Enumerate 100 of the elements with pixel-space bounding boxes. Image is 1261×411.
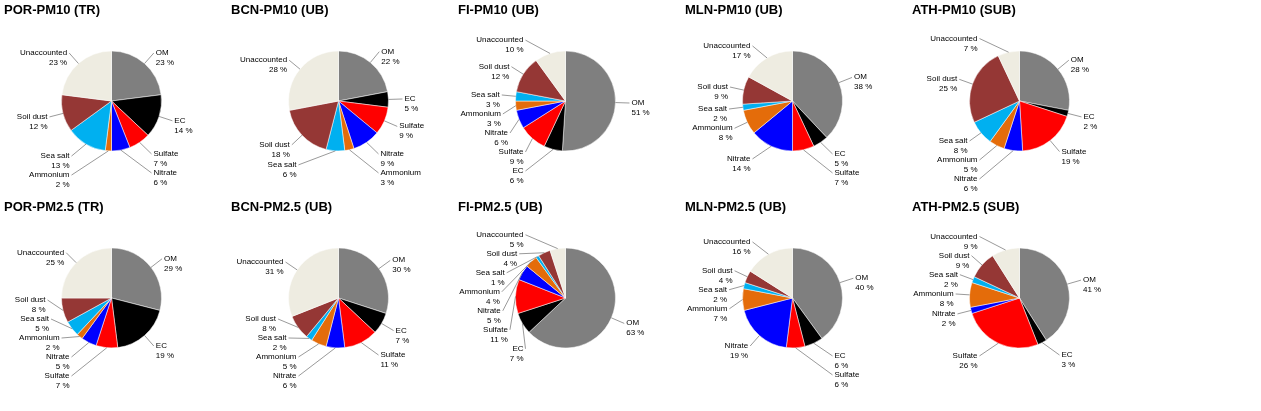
slice-label: Ammonium xyxy=(913,288,954,298)
data-label: 3 % xyxy=(485,99,500,109)
slice-label: Unaccounted xyxy=(476,35,524,45)
data-label: 9 % xyxy=(509,156,524,166)
data-label: 6 % xyxy=(282,169,297,179)
slice-label: Ammonium xyxy=(459,286,501,296)
slice-label: Sea salt xyxy=(40,151,71,161)
data-label: 4 % xyxy=(503,258,518,268)
data-label: 6 % xyxy=(153,177,168,187)
data-label: 51 % xyxy=(631,108,650,118)
data-label: 8 % xyxy=(939,298,954,308)
slice-label: OM xyxy=(1082,275,1097,285)
slice-label: EC xyxy=(834,350,846,360)
slice-label: OM xyxy=(381,46,395,56)
data-label: 2 % xyxy=(272,343,287,352)
chart-title: ATH-PM10 (SUB) xyxy=(912,2,1016,17)
slice-label: Sea salt xyxy=(698,104,728,114)
data-label: 19 % xyxy=(729,351,749,361)
slice-label: Sulfate xyxy=(498,146,525,156)
data-label: 8 % xyxy=(31,305,46,314)
data-label: 7 % xyxy=(834,177,849,187)
data-label: 31 % xyxy=(265,267,284,277)
slice-label: EC xyxy=(395,325,407,335)
data-label: 7 % xyxy=(963,43,978,53)
data-label: 9 % xyxy=(963,241,978,251)
data-label: 40 % xyxy=(855,283,874,293)
data-label: 26 % xyxy=(959,360,978,370)
data-label: 6 % xyxy=(282,381,297,390)
slice-label: Ammonium xyxy=(380,167,422,177)
chart-title: BCN-PM2.5 (UB) xyxy=(231,199,333,214)
slice-label: Nitrate xyxy=(724,341,749,351)
data-label: 22 % xyxy=(381,56,400,66)
data-label: 2 % xyxy=(1083,121,1098,131)
slice-label: Ammonium xyxy=(686,303,728,313)
slice-label: Soil dust xyxy=(938,250,971,260)
slice-label: Unaccounted xyxy=(240,55,288,65)
slice-label: Sea salt xyxy=(20,314,50,323)
data-label: 8 % xyxy=(953,146,968,155)
data-label: 25 % xyxy=(46,257,65,267)
data-label: 4 % xyxy=(486,296,500,306)
data-label: 18 % xyxy=(271,149,290,159)
data-label: 12 % xyxy=(491,71,510,81)
data-label: 11 % xyxy=(380,360,399,370)
slice-label: Nitrate xyxy=(726,153,752,163)
data-label: 11 % xyxy=(490,334,508,344)
slice-label: EC xyxy=(512,165,524,175)
slice-label: Sulfate xyxy=(380,350,406,360)
slice-label: Sulfate xyxy=(399,121,425,131)
slice-label: Ammonium xyxy=(29,170,70,180)
data-label: 2 % xyxy=(45,343,60,352)
slice-label: OM xyxy=(854,72,868,82)
data-label: 5 % xyxy=(509,239,524,249)
data-label: 3 % xyxy=(487,118,501,128)
data-label: 29 % xyxy=(164,263,183,273)
chart-title: BCN-PM10 (UB) xyxy=(231,2,329,17)
data-label: 5 % xyxy=(282,362,297,371)
slice-label: OM xyxy=(155,47,170,57)
data-label: 28 % xyxy=(268,65,288,75)
data-label: 23 % xyxy=(48,57,68,67)
data-label: 19 % xyxy=(155,351,175,361)
data-label: 7 % xyxy=(153,158,168,168)
slice-label: Unaccounted xyxy=(20,47,68,57)
slice-label: EC xyxy=(174,115,186,125)
data-label: 28 % xyxy=(1070,65,1090,75)
slice-label: OM xyxy=(855,273,869,283)
slice-label: Ammonium xyxy=(937,155,978,164)
slice-label: Sea salt xyxy=(470,89,501,99)
data-label: 41 % xyxy=(1082,285,1102,295)
slice-label: Soil dust xyxy=(486,248,518,258)
data-label: 8 % xyxy=(718,133,733,143)
data-label: 1 % xyxy=(490,277,505,287)
data-label: 10 % xyxy=(505,45,524,55)
slice-label: Ammonium xyxy=(19,333,60,342)
slice-label: Nitrate xyxy=(477,305,502,315)
chart-title: MLN-PM10 (UB) xyxy=(685,2,783,17)
slice-label: Nitrate xyxy=(272,371,298,380)
data-label: 23 % xyxy=(155,57,175,67)
data-label: 6 % xyxy=(963,184,978,193)
chart-title: FI-PM10 (UB) xyxy=(458,2,539,17)
slice-label: Soil dust xyxy=(478,61,511,71)
slice-label: OM xyxy=(392,255,406,265)
data-label: 14 % xyxy=(174,125,193,135)
slice-label: Ammonium xyxy=(692,123,733,133)
data-label: 3 % xyxy=(1061,360,1076,370)
slice-label: Unaccounted xyxy=(930,231,978,241)
data-label: 7 % xyxy=(395,335,410,345)
slice-label: Ammonium xyxy=(460,108,502,118)
slice-label: Unaccounted xyxy=(930,33,978,43)
slice-label: Sulfate xyxy=(1061,146,1087,156)
data-label: 13 % xyxy=(51,161,70,171)
data-label: 8 % xyxy=(262,324,277,333)
data-label: 5 % xyxy=(834,158,849,168)
data-label: 25 % xyxy=(939,84,958,94)
slice-label: Sea salt xyxy=(267,159,298,169)
chart-title: POR-PM2.5 (TR) xyxy=(4,199,104,214)
slice-label: Ammonium xyxy=(256,352,297,361)
data-label: 5 % xyxy=(55,362,70,371)
slice-label: Sea salt xyxy=(475,267,506,277)
slice-label: Soil dust xyxy=(14,295,47,304)
slice-label: OM xyxy=(164,253,178,263)
